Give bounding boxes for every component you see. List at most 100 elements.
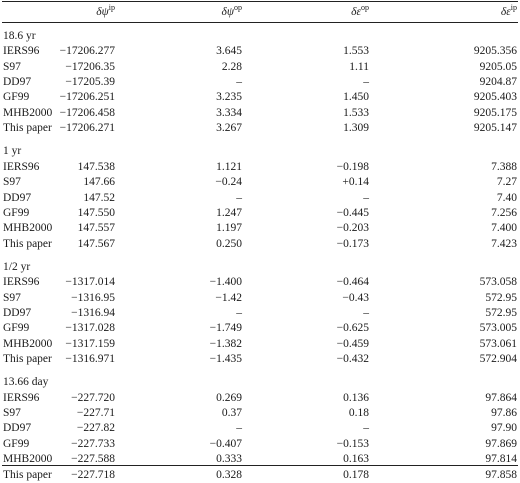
- table-cell: −17206.458: [59, 106, 115, 119]
- table-cell: 0.333: [216, 453, 242, 466]
- table-row: S97 −227.71 0.37 0.18 97.86: [0, 405, 520, 421]
- row-source-label: S97: [3, 60, 21, 73]
- table-cell: −1316.971: [65, 353, 115, 365]
- table-cell: 0.163: [343, 453, 369, 466]
- table-cell: 572.95: [485, 291, 517, 304]
- column-header-deps-ip: δεip: [500, 3, 517, 19]
- row-source-label: This paper: [3, 468, 52, 481]
- table-cell: 97.90: [491, 422, 517, 435]
- table-cell: 1.533: [343, 106, 369, 119]
- table-cell: 1.309: [343, 122, 369, 135]
- table-row: GF99 −17206.251 3.235 1.450 9205.403: [0, 89, 520, 105]
- table-cell: 7.400: [491, 222, 517, 235]
- row-source-label: DD97: [3, 191, 32, 204]
- table-cell: –: [236, 422, 242, 435]
- table-cell: 0.178: [343, 468, 369, 481]
- row-source-label: MHB2000: [3, 453, 53, 466]
- table-cell: 7.27: [496, 176, 517, 189]
- table-cell: 3.267: [216, 122, 242, 135]
- table-row: IERS96 −1317.014 −1.400 −0.464 573.058: [0, 274, 520, 290]
- row-source-label: GF99: [3, 322, 30, 335]
- table-cell: 7.256: [491, 206, 517, 219]
- row-source-label: This paper: [3, 237, 52, 250]
- table-cell: −17206.277: [59, 45, 115, 58]
- table-cell: 97.858: [485, 468, 517, 481]
- table-cell: 3.334: [216, 106, 242, 119]
- table-cell: 7.388: [491, 160, 517, 173]
- table-cell: –: [363, 422, 369, 435]
- table-cell: 7.423: [491, 237, 517, 250]
- table-row: MHB2000 147.557 1.197 −0.203 7.400: [0, 220, 520, 236]
- row-source-label: DD97: [3, 76, 32, 88]
- table-cell: −227.720: [71, 391, 115, 404]
- table-cell: 7.40: [496, 191, 517, 204]
- table-cell: 2.28: [221, 60, 242, 73]
- row-source-label: IERS96: [3, 276, 40, 289]
- section-title: 1/2 yr: [0, 259, 520, 275]
- section-title: 1 yr: [0, 143, 520, 159]
- table-row: DD97 147.52 – – 7.40: [0, 190, 520, 206]
- table-cell: 3.235: [216, 91, 242, 104]
- table-cell: −0.153: [336, 437, 369, 450]
- table-cell: +0.14: [342, 176, 369, 189]
- table-row: IERS96 −17206.277 3.645 1.553 9205.356: [0, 43, 520, 59]
- row-source-label: S97: [3, 291, 21, 304]
- table-cell: –: [236, 191, 242, 204]
- table-cell: 147.52: [83, 191, 115, 204]
- table-cell: −1.400: [209, 276, 242, 289]
- table-cell: 147.66: [83, 176, 115, 189]
- table-cell: 1.197: [216, 222, 242, 235]
- table-cell: 0.328: [216, 468, 242, 481]
- table-cell: −0.198: [336, 160, 369, 173]
- table-row: GF99 147.550 1.247 −0.445 7.256: [0, 205, 520, 221]
- table-cell: 572.904: [479, 353, 517, 365]
- table-cell: −0.625: [336, 322, 369, 335]
- table-cell: −0.43: [342, 291, 369, 304]
- table-cell: −0.173: [336, 237, 369, 250]
- table-cell: 9204.87: [479, 76, 517, 88]
- table-cell: −17205.39: [65, 76, 115, 88]
- table-row: DD97 −17205.39 – – 9204.87: [0, 74, 520, 90]
- table-cell: −17206.35: [65, 60, 115, 73]
- table-row: GF99 −1317.028 −1.749 −0.625 573.005: [0, 320, 520, 336]
- table-top-rule: [2, 1, 518, 2]
- table-cell: −0.459: [336, 337, 369, 350]
- table-cell: 573.058: [479, 276, 517, 289]
- table-row: S97 −17206.35 2.28 1.11 9205.05: [0, 59, 520, 75]
- table-cell: −227.71: [76, 407, 115, 420]
- table-bottom-rule: [2, 465, 518, 466]
- table-cell: 0.269: [216, 391, 242, 404]
- row-source-label: MHB2000: [3, 106, 53, 119]
- table-cell: −1.382: [209, 337, 242, 350]
- row-source-label: DD97: [3, 307, 32, 319]
- row-source-label: MHB2000: [3, 222, 53, 235]
- table-cell: −1.435: [209, 353, 242, 365]
- table-cell: –: [236, 76, 242, 88]
- table-cell: 97.869: [485, 437, 517, 450]
- table-row: MHB2000 −1317.159 −1.382 −0.459 573.061: [0, 336, 520, 352]
- table-cell: 9205.05: [479, 60, 517, 73]
- table-cell: 572.95: [485, 307, 517, 319]
- row-source-label: This paper: [3, 122, 52, 135]
- row-source-label: IERS96: [3, 160, 40, 173]
- table-row: IERS96 147.538 1.121 −0.198 7.388: [0, 159, 520, 175]
- table-cell: 1.553: [343, 45, 369, 58]
- row-source-label: DD97: [3, 422, 32, 435]
- table-row: MHB2000 −17206.458 3.334 1.533 9205.175: [0, 105, 520, 121]
- table-cell: −1316.94: [71, 307, 115, 319]
- row-source-label: GF99: [3, 91, 30, 104]
- table-cell: −227.82: [76, 422, 115, 435]
- row-source-label: GF99: [3, 206, 30, 219]
- table-cell: 97.86: [491, 407, 517, 420]
- column-header-deps-op: δεop: [351, 3, 369, 19]
- row-source-label: IERS96: [3, 45, 40, 58]
- column-header-dpsi-ip: δψip: [96, 3, 115, 19]
- table-row: IERS96 −227.720 0.269 0.136 97.864: [0, 390, 520, 406]
- table-row: S97 147.66 −0.24 +0.14 7.27: [0, 174, 520, 190]
- table-cell: 0.37: [221, 407, 242, 420]
- table-cell: −0.24: [215, 176, 242, 189]
- table-row: GF99 −227.733 −0.407 −0.153 97.869: [0, 436, 520, 452]
- table-cell: −1316.95: [71, 291, 115, 304]
- table-cell: 573.005: [479, 322, 517, 335]
- table-row: DD97 −227.82 – – 97.90: [0, 420, 520, 436]
